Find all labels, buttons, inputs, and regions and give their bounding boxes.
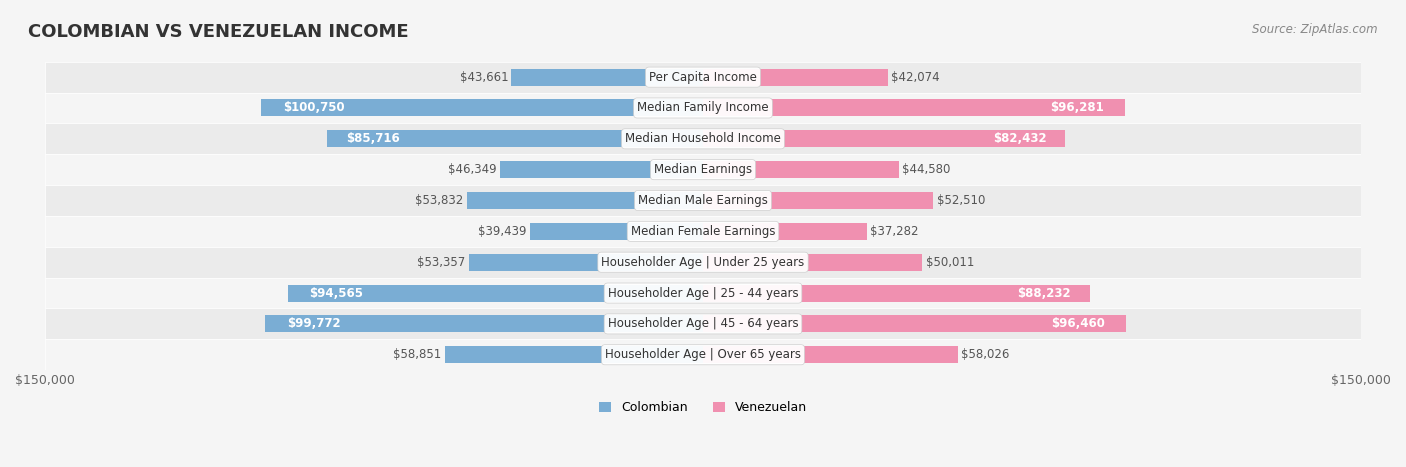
Text: $42,074: $42,074	[891, 71, 939, 84]
Text: Median Female Earnings: Median Female Earnings	[631, 225, 775, 238]
FancyBboxPatch shape	[703, 315, 1126, 333]
Text: COLOMBIAN VS VENEZUELAN INCOME: COLOMBIAN VS VENEZUELAN INCOME	[28, 23, 409, 42]
FancyBboxPatch shape	[45, 154, 1361, 185]
Text: $99,772: $99,772	[287, 318, 340, 331]
FancyBboxPatch shape	[45, 216, 1361, 247]
FancyBboxPatch shape	[703, 130, 1064, 147]
Text: $58,026: $58,026	[960, 348, 1010, 361]
FancyBboxPatch shape	[703, 284, 1090, 302]
Text: $96,460: $96,460	[1052, 318, 1105, 331]
FancyBboxPatch shape	[703, 346, 957, 363]
FancyBboxPatch shape	[45, 185, 1361, 216]
FancyBboxPatch shape	[470, 254, 703, 271]
FancyBboxPatch shape	[45, 309, 1361, 340]
Text: $50,011: $50,011	[925, 256, 974, 269]
Text: $39,439: $39,439	[478, 225, 527, 238]
Text: Householder Age | Over 65 years: Householder Age | Over 65 years	[605, 348, 801, 361]
FancyBboxPatch shape	[45, 62, 1361, 92]
FancyBboxPatch shape	[703, 99, 1125, 116]
FancyBboxPatch shape	[266, 315, 703, 333]
Text: $82,432: $82,432	[993, 132, 1046, 145]
Text: Median Male Earnings: Median Male Earnings	[638, 194, 768, 207]
Text: $85,716: $85,716	[346, 132, 399, 145]
Text: Householder Age | Under 25 years: Householder Age | Under 25 years	[602, 256, 804, 269]
FancyBboxPatch shape	[262, 99, 703, 116]
Text: $100,750: $100,750	[283, 101, 344, 114]
FancyBboxPatch shape	[530, 223, 703, 240]
Legend: Colombian, Venezuelan: Colombian, Venezuelan	[593, 396, 813, 419]
FancyBboxPatch shape	[703, 69, 887, 85]
FancyBboxPatch shape	[703, 192, 934, 209]
Text: Householder Age | 25 - 44 years: Householder Age | 25 - 44 years	[607, 287, 799, 299]
FancyBboxPatch shape	[328, 130, 703, 147]
FancyBboxPatch shape	[703, 223, 866, 240]
FancyBboxPatch shape	[45, 92, 1361, 123]
FancyBboxPatch shape	[288, 284, 703, 302]
Text: Per Capita Income: Per Capita Income	[650, 71, 756, 84]
FancyBboxPatch shape	[45, 247, 1361, 278]
Text: Householder Age | 45 - 64 years: Householder Age | 45 - 64 years	[607, 318, 799, 331]
Text: $53,357: $53,357	[418, 256, 465, 269]
Text: $58,851: $58,851	[394, 348, 441, 361]
FancyBboxPatch shape	[45, 278, 1361, 309]
Text: Median Household Income: Median Household Income	[626, 132, 780, 145]
Text: Median Earnings: Median Earnings	[654, 163, 752, 176]
FancyBboxPatch shape	[45, 123, 1361, 154]
Text: $37,282: $37,282	[870, 225, 918, 238]
Text: $43,661: $43,661	[460, 71, 508, 84]
Text: $94,565: $94,565	[309, 287, 363, 299]
Text: $96,281: $96,281	[1050, 101, 1104, 114]
Text: Source: ZipAtlas.com: Source: ZipAtlas.com	[1253, 23, 1378, 36]
Text: Median Family Income: Median Family Income	[637, 101, 769, 114]
FancyBboxPatch shape	[703, 161, 898, 178]
FancyBboxPatch shape	[512, 69, 703, 85]
Text: $44,580: $44,580	[901, 163, 950, 176]
FancyBboxPatch shape	[45, 340, 1361, 370]
FancyBboxPatch shape	[467, 192, 703, 209]
FancyBboxPatch shape	[444, 346, 703, 363]
Text: $52,510: $52,510	[936, 194, 986, 207]
FancyBboxPatch shape	[499, 161, 703, 178]
FancyBboxPatch shape	[703, 254, 922, 271]
Text: $53,832: $53,832	[415, 194, 464, 207]
Text: $88,232: $88,232	[1017, 287, 1071, 299]
Text: $46,349: $46,349	[447, 163, 496, 176]
